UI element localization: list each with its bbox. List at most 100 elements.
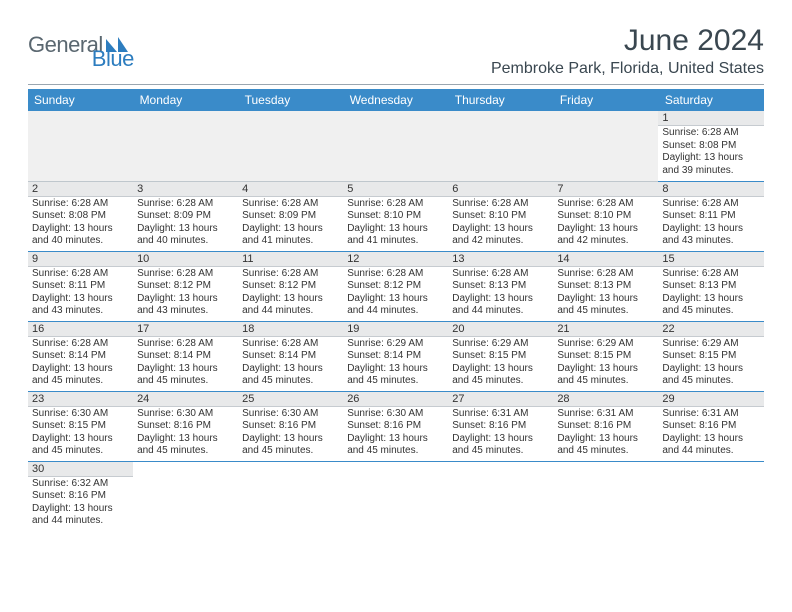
- weekday-header: Saturday: [658, 89, 763, 111]
- day-sunrise: Sunrise: 6:29 AM: [347, 338, 444, 351]
- calendar-day-cell: 27Sunrise: 6:31 AMSunset: 8:16 PMDayligh…: [448, 391, 553, 461]
- day-day2: and 45 minutes.: [452, 375, 549, 388]
- header-divider: [28, 84, 764, 85]
- day-day2: and 45 minutes.: [32, 445, 129, 458]
- day-sunset: Sunset: 8:16 PM: [32, 490, 129, 503]
- day-day1: Daylight: 13 hours: [32, 433, 129, 446]
- calendar-empty-cell: [658, 461, 763, 531]
- day-details: Sunrise: 6:31 AMSunset: 8:16 PMDaylight:…: [553, 407, 658, 460]
- day-number: 8: [658, 182, 763, 197]
- calendar-day-cell: 7Sunrise: 6:28 AMSunset: 8:10 PMDaylight…: [553, 181, 658, 251]
- day-day2: and 44 minutes.: [32, 515, 129, 528]
- day-details: Sunrise: 6:28 AMSunset: 8:12 PMDaylight:…: [343, 267, 448, 320]
- calendar-empty-cell: [238, 461, 343, 531]
- day-number: 23: [28, 392, 133, 407]
- day-number: 5: [343, 182, 448, 197]
- day-day1: Daylight: 13 hours: [32, 223, 129, 236]
- day-details: Sunrise: 6:31 AMSunset: 8:16 PMDaylight:…: [448, 407, 553, 460]
- day-sunset: Sunset: 8:08 PM: [32, 210, 129, 223]
- day-details: Sunrise: 6:28 AMSunset: 8:13 PMDaylight:…: [553, 267, 658, 320]
- day-sunset: Sunset: 8:13 PM: [452, 280, 549, 293]
- day-day2: and 39 minutes.: [662, 165, 759, 178]
- calendar-day-cell: 6Sunrise: 6:28 AMSunset: 8:10 PMDaylight…: [448, 181, 553, 251]
- day-number: 22: [658, 322, 763, 337]
- day-details: Sunrise: 6:28 AMSunset: 8:13 PMDaylight:…: [448, 267, 553, 320]
- day-day1: Daylight: 13 hours: [137, 363, 234, 376]
- day-details: Sunrise: 6:28 AMSunset: 8:13 PMDaylight:…: [658, 267, 763, 320]
- day-day1: Daylight: 13 hours: [557, 363, 654, 376]
- day-details: Sunrise: 6:29 AMSunset: 8:15 PMDaylight:…: [553, 337, 658, 390]
- day-day1: Daylight: 13 hours: [242, 363, 339, 376]
- calendar-day-cell: 15Sunrise: 6:28 AMSunset: 8:13 PMDayligh…: [658, 251, 763, 321]
- day-sunset: Sunset: 8:12 PM: [137, 280, 234, 293]
- day-day1: Daylight: 13 hours: [452, 433, 549, 446]
- day-day2: and 45 minutes.: [242, 375, 339, 388]
- day-day2: and 45 minutes.: [347, 445, 444, 458]
- day-sunrise: Sunrise: 6:28 AM: [662, 198, 759, 211]
- day-day1: Daylight: 13 hours: [347, 293, 444, 306]
- day-details: Sunrise: 6:28 AMSunset: 8:08 PMDaylight:…: [28, 197, 133, 250]
- day-details: Sunrise: 6:32 AMSunset: 8:16 PMDaylight:…: [28, 477, 133, 530]
- day-sunrise: Sunrise: 6:28 AM: [557, 268, 654, 281]
- day-day2: and 45 minutes.: [137, 375, 234, 388]
- day-number: 25: [238, 392, 343, 407]
- day-details: Sunrise: 6:30 AMSunset: 8:15 PMDaylight:…: [28, 407, 133, 460]
- day-day2: and 41 minutes.: [347, 235, 444, 248]
- calendar-day-cell: 18Sunrise: 6:28 AMSunset: 8:14 PMDayligh…: [238, 321, 343, 391]
- day-sunrise: Sunrise: 6:30 AM: [347, 408, 444, 421]
- day-day1: Daylight: 13 hours: [32, 503, 129, 516]
- day-number: 15: [658, 252, 763, 267]
- day-sunset: Sunset: 8:12 PM: [242, 280, 339, 293]
- day-sunrise: Sunrise: 6:29 AM: [452, 338, 549, 351]
- day-sunrise: Sunrise: 6:29 AM: [662, 338, 759, 351]
- calendar-empty-cell: [343, 461, 448, 531]
- day-number: 24: [133, 392, 238, 407]
- calendar-day-cell: 21Sunrise: 6:29 AMSunset: 8:15 PMDayligh…: [553, 321, 658, 391]
- day-day2: and 45 minutes.: [557, 445, 654, 458]
- day-details: Sunrise: 6:28 AMSunset: 8:09 PMDaylight:…: [238, 197, 343, 250]
- calendar-empty-cell: [448, 111, 553, 181]
- calendar-day-cell: 12Sunrise: 6:28 AMSunset: 8:12 PMDayligh…: [343, 251, 448, 321]
- calendar-day-cell: 14Sunrise: 6:28 AMSunset: 8:13 PMDayligh…: [553, 251, 658, 321]
- calendar-day-cell: 22Sunrise: 6:29 AMSunset: 8:15 PMDayligh…: [658, 321, 763, 391]
- day-sunrise: Sunrise: 6:30 AM: [137, 408, 234, 421]
- day-number: 30: [28, 462, 133, 477]
- calendar-empty-cell: [553, 111, 658, 181]
- day-day2: and 44 minutes.: [452, 305, 549, 318]
- day-day1: Daylight: 13 hours: [662, 363, 759, 376]
- calendar-day-cell: 5Sunrise: 6:28 AMSunset: 8:10 PMDaylight…: [343, 181, 448, 251]
- day-day1: Daylight: 13 hours: [32, 363, 129, 376]
- day-details: Sunrise: 6:28 AMSunset: 8:14 PMDaylight:…: [133, 337, 238, 390]
- day-number: 20: [448, 322, 553, 337]
- brand-word-2: Blue: [92, 46, 134, 72]
- brand-logo: General Blue: [28, 24, 170, 58]
- day-day2: and 44 minutes.: [347, 305, 444, 318]
- calendar-day-cell: 17Sunrise: 6:28 AMSunset: 8:14 PMDayligh…: [133, 321, 238, 391]
- day-sunrise: Sunrise: 6:31 AM: [557, 408, 654, 421]
- day-sunrise: Sunrise: 6:28 AM: [347, 268, 444, 281]
- day-number: 12: [343, 252, 448, 267]
- day-day2: and 45 minutes.: [557, 305, 654, 318]
- day-day1: Daylight: 13 hours: [347, 433, 444, 446]
- day-day1: Daylight: 13 hours: [452, 293, 549, 306]
- day-sunrise: Sunrise: 6:28 AM: [242, 338, 339, 351]
- title-block: June 2024 Pembroke Park, Florida, United…: [491, 24, 764, 78]
- day-sunrise: Sunrise: 6:29 AM: [557, 338, 654, 351]
- day-sunrise: Sunrise: 6:31 AM: [662, 408, 759, 421]
- day-sunrise: Sunrise: 6:28 AM: [32, 338, 129, 351]
- calendar-page: General Blue June 2024 Pembroke Park, Fl…: [0, 0, 792, 543]
- day-day1: Daylight: 13 hours: [557, 433, 654, 446]
- calendar-week-row: 1Sunrise: 6:28 AMSunset: 8:08 PMDaylight…: [28, 111, 764, 181]
- day-number: 11: [238, 252, 343, 267]
- day-number: 1: [658, 111, 763, 126]
- day-day2: and 43 minutes.: [32, 305, 129, 318]
- calendar-empty-cell: [448, 461, 553, 531]
- calendar-day-cell: 8Sunrise: 6:28 AMSunset: 8:11 PMDaylight…: [658, 181, 763, 251]
- calendar-day-cell: 25Sunrise: 6:30 AMSunset: 8:16 PMDayligh…: [238, 391, 343, 461]
- calendar-week-row: 30Sunrise: 6:32 AMSunset: 8:16 PMDayligh…: [28, 461, 764, 531]
- day-sunrise: Sunrise: 6:28 AM: [452, 268, 549, 281]
- calendar-body: 1Sunrise: 6:28 AMSunset: 8:08 PMDaylight…: [28, 111, 764, 531]
- day-day2: and 40 minutes.: [137, 235, 234, 248]
- header: General Blue June 2024 Pembroke Park, Fl…: [28, 24, 764, 78]
- day-sunset: Sunset: 8:10 PM: [557, 210, 654, 223]
